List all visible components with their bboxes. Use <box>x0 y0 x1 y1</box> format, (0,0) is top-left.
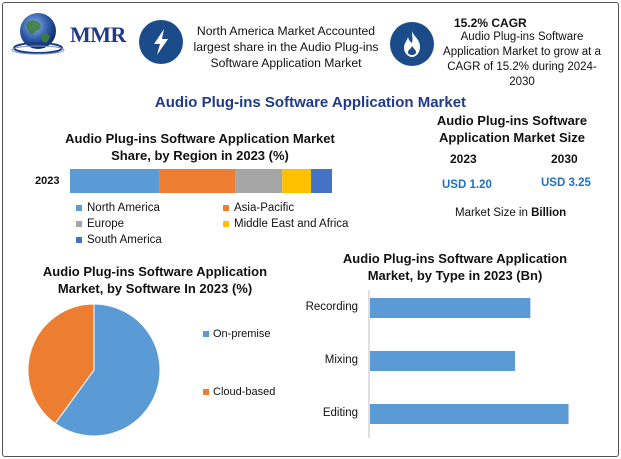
legend-item-europe: Europe <box>76 218 124 230</box>
legend-swatch <box>76 205 82 211</box>
legend-swatch <box>223 205 229 211</box>
legend-label: On-premise <box>213 328 271 340</box>
region-segment-europe <box>235 169 283 193</box>
legend-label: Asia-Pacific <box>234 202 295 214</box>
type-label-recording: Recording <box>305 301 358 313</box>
lightning-bolt-icon <box>139 20 183 64</box>
region-segment-north-america <box>70 169 160 193</box>
legend-item-north-america: North America <box>76 202 160 214</box>
legend-label: North America <box>87 202 160 214</box>
legend-swatch <box>223 221 229 227</box>
flame-icon <box>390 22 434 66</box>
share-info-text: North America Market Accounted largest s… <box>193 24 379 70</box>
legend-label: Cloud-based <box>213 386 276 398</box>
legend-item-cloud-based: Cloud-based <box>203 386 275 398</box>
legend-label: Europe <box>87 218 125 230</box>
mmr-logo: MMR <box>8 8 126 58</box>
type-bar-recording <box>370 298 531 318</box>
globe-icon <box>11 13 65 55</box>
region-chart-title: Audio Plug-ins Software Application Mark… <box>65 131 335 163</box>
logo-text: MMR <box>70 22 126 47</box>
cagr-title: 15.2% CAGR <box>454 16 527 30</box>
legend-swatch <box>203 331 209 337</box>
market-size-title: Audio Plug-ins Software Application Mark… <box>436 113 588 145</box>
legend-item-middle-east-and-africa: Middle East and Africa <box>223 218 348 230</box>
legend-item-on-premise: On-premise <box>203 328 270 340</box>
market-size-value-2030: USD 3.25 <box>541 177 591 189</box>
market-size-note: Market Size in Billion <box>455 207 567 219</box>
type-bar-editing <box>370 404 569 424</box>
legend-label: South America <box>87 234 162 246</box>
legend-swatch <box>76 237 82 243</box>
type-label-mixing: Mixing <box>324 354 358 366</box>
region-stacked-bar <box>70 169 332 193</box>
market-size-value-2023: USD 1.20 <box>442 179 492 191</box>
software-chart-title: Audio Plug-ins Software Application Mark… <box>42 264 268 296</box>
legend-swatch <box>203 389 209 395</box>
legend-swatch <box>76 221 82 227</box>
type-bar-chart <box>368 290 569 438</box>
region-segment-asia-pacific <box>159 169 236 193</box>
region-segment-middle-east-and-africa <box>282 169 312 193</box>
pie-slice-on-premise <box>54 303 161 437</box>
type-chart-title: Audio Plug-ins Software Application Mark… <box>342 251 568 283</box>
cagr-text: Audio Plug-ins Software Application Mark… <box>443 31 601 88</box>
region-segment-south-america <box>311 169 332 193</box>
pie-slice-cloud-based <box>27 303 95 425</box>
page-title: Audio Plug-ins Software Application Mark… <box>154 94 467 111</box>
region-bar-category: 2023 <box>35 175 60 187</box>
type-label-editing: Editing <box>322 407 358 419</box>
market-size-year-2023: 2023 <box>450 152 477 166</box>
type-bar-mixing <box>370 351 516 371</box>
legend-item-south-america: South America <box>76 234 162 246</box>
legend-label: Middle East and Africa <box>234 218 349 230</box>
software-pie-chart <box>27 303 161 437</box>
legend-item-asia-pacific: Asia-Pacific <box>223 202 294 214</box>
market-size-year-2030: 2030 <box>551 152 578 166</box>
